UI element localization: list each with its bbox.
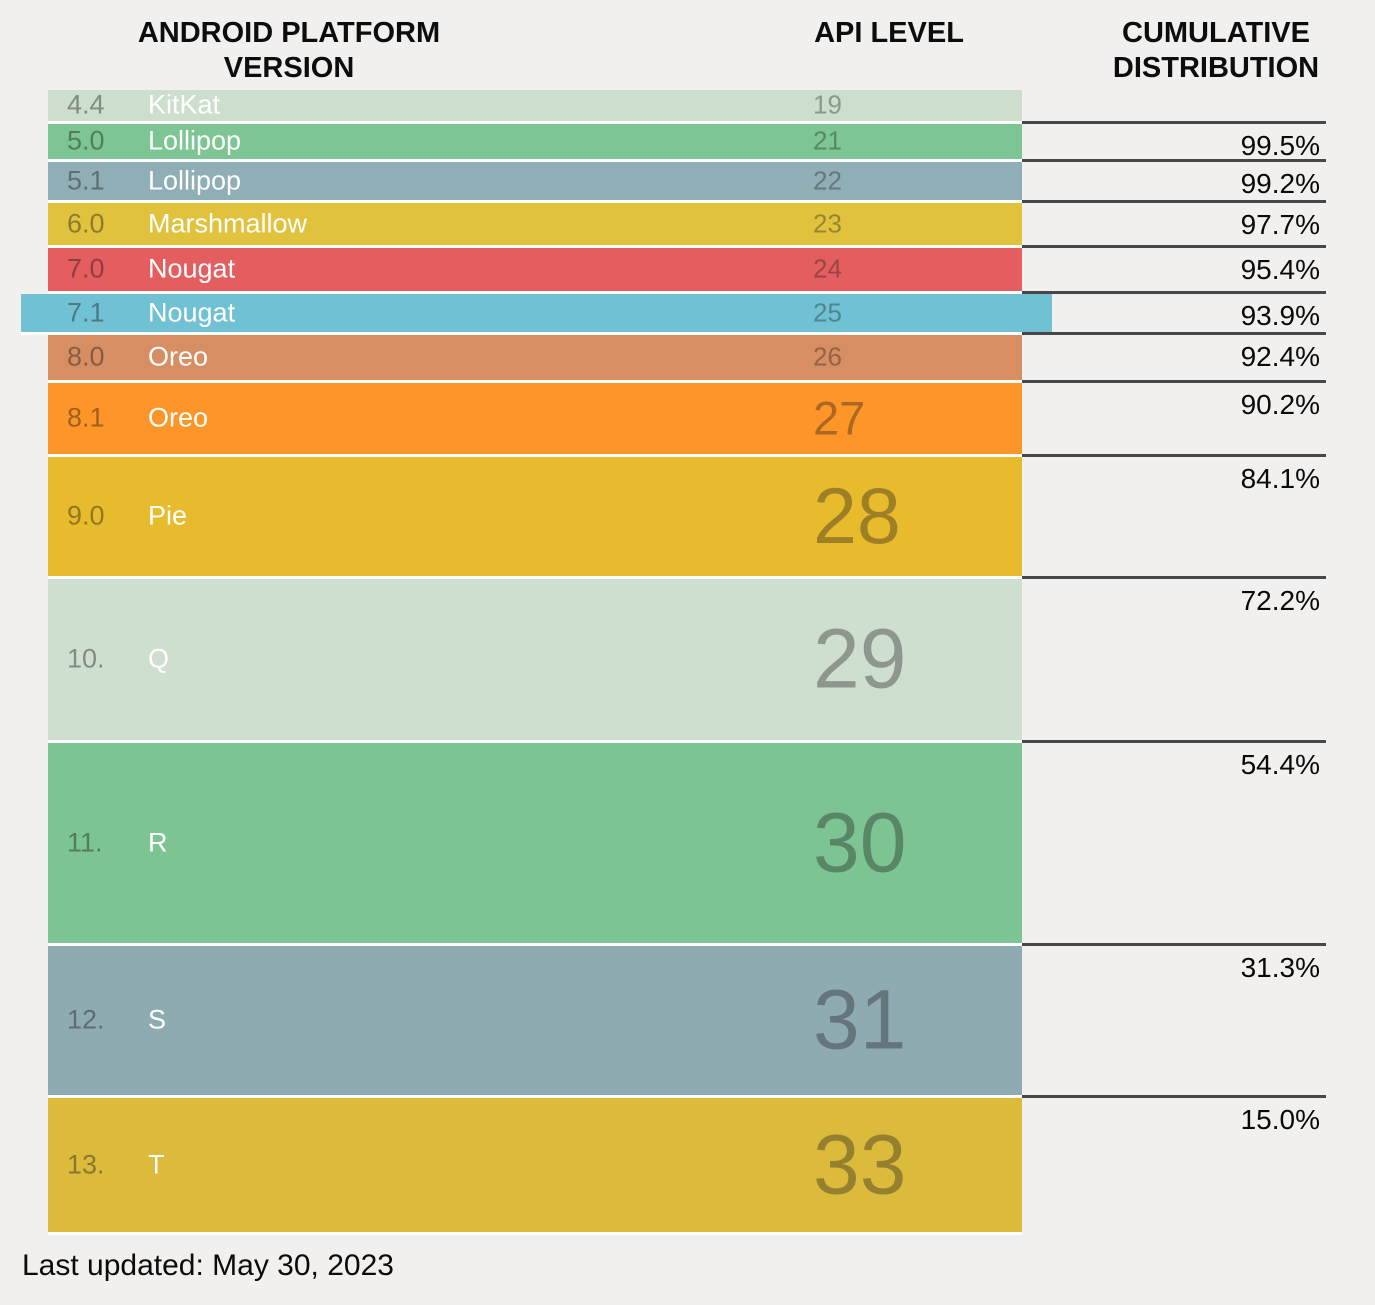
cumulative-value: 93.9%: [1240, 300, 1320, 331]
version-name: Nougat: [148, 297, 236, 327]
api-level-value: 25: [813, 297, 842, 327]
column-header-android-platform-version: ANDROID PLATFORM VERSION: [137, 17, 441, 84]
cumulative-divider-line: [1022, 291, 1326, 294]
version-bar[interactable]: [48, 162, 1022, 203]
version-bar[interactable]: [48, 1098, 1022, 1235]
cumulative-value: 84.1%: [1240, 463, 1320, 494]
version-bar[interactable]: [48, 946, 1022, 1098]
version-name: Q: [148, 643, 170, 674]
row-5-1-lollipop[interactable]: 5.1 Lollipop 22 99.2%: [0, 159, 1375, 203]
row-12-s[interactable]: 12. S 31 31.3%: [0, 943, 1375, 1098]
cumulative-divider-line: [1022, 454, 1326, 457]
version-number: 12.: [67, 1004, 105, 1035]
version-number: 5.0: [67, 125, 105, 156]
row-11-r[interactable]: 11. R 30 54.4%: [0, 740, 1375, 946]
column-header-api-level: API LEVEL: [814, 17, 964, 49]
version-number: 10.: [67, 643, 105, 674]
cumulative-value: 95.4%: [1240, 254, 1320, 285]
cumulative-divider-line: [1022, 740, 1326, 743]
cumulative-value: 31.3%: [1240, 952, 1320, 983]
row-6-0-marshmallow[interactable]: 6.0 Marshmallow 23 97.7%: [0, 200, 1375, 248]
api-level-value: 23: [813, 208, 842, 238]
api-level-value: 27: [813, 391, 866, 445]
version-bar[interactable]: [48, 383, 1022, 457]
version-number: 5.1: [67, 165, 105, 195]
last-updated-label: Last updated: May 30, 2023: [22, 1249, 394, 1282]
version-name: S: [148, 1004, 167, 1035]
cumulative-value: 92.4%: [1240, 341, 1320, 372]
cumulative-value: 72.2%: [1240, 585, 1320, 616]
version-number: 9.0: [67, 500, 105, 531]
version-number: 8.1: [67, 402, 105, 433]
version-bar[interactable]: [48, 335, 1022, 383]
version-number: 7.1: [67, 297, 105, 327]
cumulative-divider-line: [1022, 380, 1326, 383]
row-7-1-nougat-highlighted[interactable]: 7.1 Nougat 25 93.9%: [0, 291, 1375, 335]
cumulative-divider-line: [1022, 943, 1326, 946]
cumulative-divider-line: [1022, 121, 1326, 124]
api-level-value: 19: [813, 89, 842, 120]
version-bar[interactable]: [48, 90, 1022, 124]
row-5-0-lollipop[interactable]: 5.0 Lollipop 21 99.5%: [0, 121, 1375, 162]
version-name: R: [148, 827, 168, 857]
version-name: KitKat: [148, 89, 221, 120]
cumulative-value: 99.2%: [1240, 168, 1320, 199]
api-level-value: 28: [813, 471, 901, 560]
version-name: Marshmallow: [148, 208, 308, 238]
cumulative-value: 54.4%: [1240, 749, 1320, 780]
version-bar[interactable]: [48, 743, 1022, 946]
version-number: 11.: [67, 827, 103, 857]
row-10-q[interactable]: 10. Q 29 72.2%: [0, 576, 1375, 743]
version-number: 8.0: [67, 341, 105, 372]
cumulative-value: 99.5%: [1240, 130, 1320, 161]
cumulative-divider-line: [1022, 332, 1326, 335]
cumulative-value: 15.0%: [1240, 1104, 1320, 1135]
version-bar[interactable]: [48, 579, 1022, 743]
row-4-4-kitkat[interactable]: 4.4 KitKat 19: [0, 90, 1375, 124]
version-bar[interactable]: [48, 457, 1022, 579]
api-level-value: 22: [813, 165, 842, 195]
api-level-value: 31: [813, 972, 907, 1067]
cumulative-divider-line: [1022, 1095, 1326, 1098]
version-number: 13.: [67, 1149, 105, 1179]
api-level-value: 21: [813, 125, 842, 156]
version-name: Lollipop: [148, 165, 242, 195]
api-level-value: 24: [813, 253, 842, 284]
row-13-t[interactable]: 13. T 33 15.0%: [0, 1095, 1375, 1235]
row-8-1-oreo[interactable]: 8.1 Oreo 27 90.2%: [0, 380, 1375, 457]
version-name: Oreo: [148, 341, 209, 372]
version-bar[interactable]: [48, 248, 1022, 294]
version-bar[interactable]: [48, 203, 1022, 248]
cumulative-divider-line: [1022, 159, 1326, 162]
cumulative-divider-line: [1022, 245, 1326, 248]
distribution-table: 4.4 KitKat 19 5.0 Lollipop 21 99.5% 5.1 …: [0, 90, 1375, 1235]
row-9-0-pie[interactable]: 9.0 Pie 28 84.1%: [0, 454, 1375, 579]
api-level-value: 33: [813, 1117, 907, 1211]
version-bar-highlighted[interactable]: [21, 294, 1052, 335]
cumulative-divider-line: [1022, 576, 1326, 579]
version-name: Oreo: [148, 402, 209, 433]
column-header-cumulative-distribution: CUMULATIVE DISTRIBUTION: [1112, 17, 1320, 84]
version-name: Lollipop: [148, 125, 242, 156]
api-level-value: 26: [813, 341, 842, 372]
api-level-value: 30: [813, 795, 907, 889]
row-7-0-nougat[interactable]: 7.0 Nougat 24 95.4%: [0, 245, 1375, 294]
api-level-value: 29: [813, 611, 907, 706]
version-bar[interactable]: [48, 124, 1022, 162]
version-number: 4.4: [67, 89, 105, 120]
version-name: T: [148, 1149, 165, 1179]
cumulative-divider-line: [1022, 200, 1326, 203]
version-name: Nougat: [148, 253, 236, 284]
version-number: 6.0: [67, 208, 105, 238]
version-number: 7.0: [67, 253, 105, 284]
version-name: Pie: [148, 500, 188, 531]
cumulative-value: 90.2%: [1240, 389, 1320, 420]
cumulative-value: 97.7%: [1240, 209, 1320, 240]
row-8-0-oreo[interactable]: 8.0 Oreo 26 92.4%: [0, 332, 1375, 383]
